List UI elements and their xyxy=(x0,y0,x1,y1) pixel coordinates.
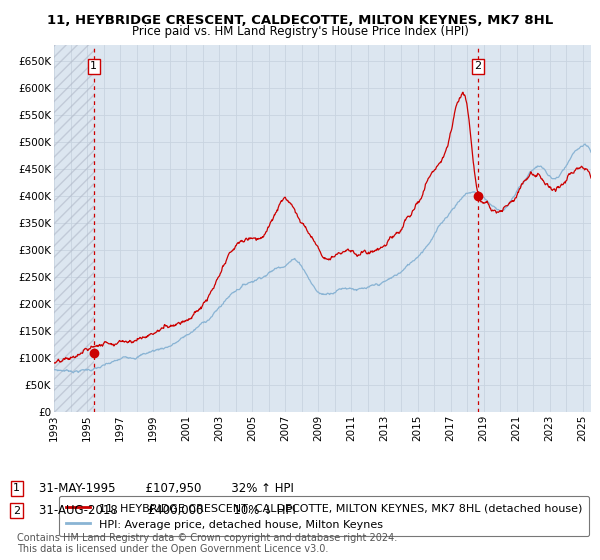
Text: 31-MAY-1995        £107,950        32% ↑ HPI: 31-MAY-1995 £107,950 32% ↑ HPI xyxy=(39,482,294,495)
Text: 11, HEYBRIDGE CRESCENT, CALDECOTTE, MILTON KEYNES, MK7 8HL: 11, HEYBRIDGE CRESCENT, CALDECOTTE, MILT… xyxy=(47,14,553,27)
Text: 31-AUG-2018        £400,000        10% ↓ HPI: 31-AUG-2018 £400,000 10% ↓ HPI xyxy=(39,504,296,517)
Text: Contains HM Land Registry data © Crown copyright and database right 2024.
This d: Contains HM Land Registry data © Crown c… xyxy=(17,533,397,554)
Text: 1: 1 xyxy=(13,483,20,493)
Text: 2: 2 xyxy=(13,506,20,516)
Text: 1: 1 xyxy=(91,62,97,71)
Text: 2: 2 xyxy=(475,62,482,71)
Legend: 11, HEYBRIDGE CRESCENT, CALDECOTTE, MILTON KEYNES, MK7 8HL (detached house), HPI: 11, HEYBRIDGE CRESCENT, CALDECOTTE, MILT… xyxy=(59,496,589,536)
Text: Price paid vs. HM Land Registry's House Price Index (HPI): Price paid vs. HM Land Registry's House … xyxy=(131,25,469,38)
